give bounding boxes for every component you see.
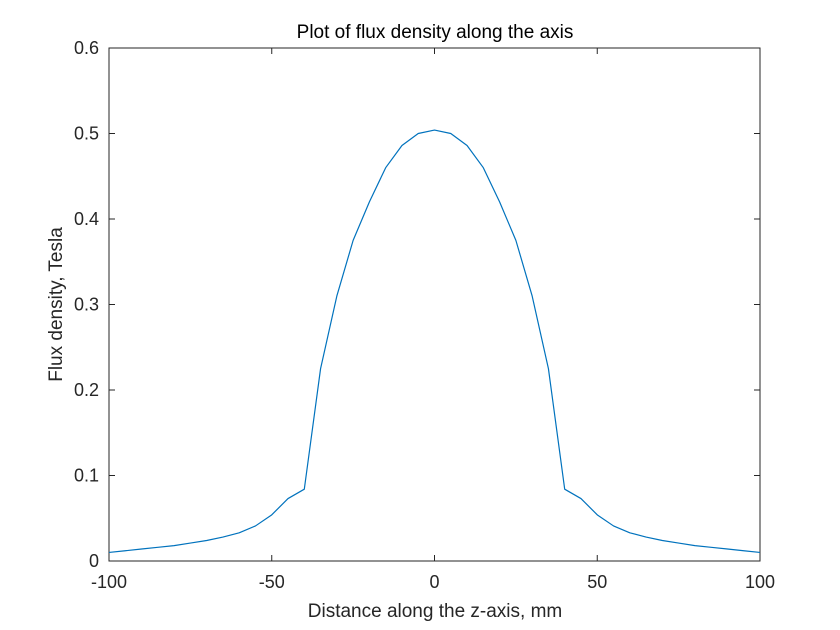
y-axis: 0 0.1 0.2 0.3 0.4 0.5 0.6 [74, 38, 760, 571]
y-axis-label: Flux density, Tesla [46, 227, 67, 382]
chart-title: Plot of flux density along the axis [297, 22, 574, 43]
y-tick-label: 0.4 [74, 209, 99, 229]
x-tick-label: 0 [429, 572, 439, 592]
x-tick-label: 50 [587, 572, 607, 592]
x-tick-label: 100 [745, 572, 775, 592]
y-tick-label: 0.6 [74, 38, 99, 58]
y-tick-label: 0.1 [74, 466, 99, 486]
y-tick-label: 0.2 [74, 380, 99, 400]
x-axis: -100 -50 0 50 100 [91, 48, 775, 592]
y-tick-label: 0 [89, 551, 99, 571]
x-axis-label: Distance along the z-axis, mm [308, 601, 563, 622]
y-tick-label: 0.3 [74, 295, 99, 315]
plot-area [108, 47, 761, 562]
x-tick-label: -100 [91, 572, 127, 592]
series-line [108, 129, 761, 554]
x-tick-label: -50 [259, 572, 285, 592]
y-tick-label: 0.5 [74, 124, 99, 144]
